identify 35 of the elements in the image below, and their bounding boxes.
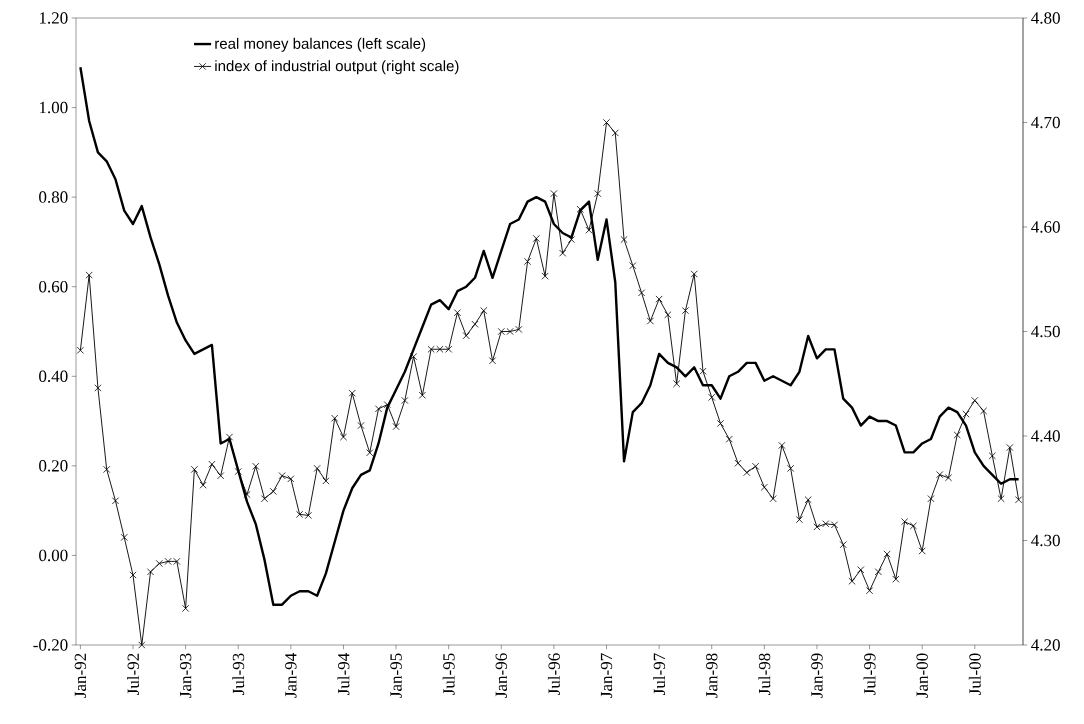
y2-tick-label: 4.80 xyxy=(1031,12,1060,24)
x-tick-label: Jan-95 xyxy=(390,653,402,698)
x-tick-label: Jul-94 xyxy=(337,653,350,695)
y-tick-label: 1.00 xyxy=(39,101,68,114)
y-tick-label: 0.00 xyxy=(39,549,68,562)
x-tick-label: Jul-99 xyxy=(863,653,876,695)
x-tick-label: Jan-98 xyxy=(705,653,718,698)
legend-label: real money balances (left scale) xyxy=(215,37,426,52)
y-tick-label: 0.80 xyxy=(39,191,68,203)
y-tick-label: 0.60 xyxy=(39,280,68,293)
x-tick-label: Jan-96 xyxy=(495,653,507,698)
x-tick-label: Jan-00 xyxy=(916,653,928,698)
y2-tick-label: 4.30 xyxy=(1031,534,1060,547)
y2-tick-label: 4.20 xyxy=(1031,639,1060,651)
x-tick-label: Jan-99 xyxy=(811,653,823,698)
x-tick-label: Jan-94 xyxy=(285,653,297,698)
x-tick-label: Jul-92 xyxy=(127,653,139,695)
y2-tick-label: 4.50 xyxy=(1031,325,1060,338)
legend-label: index of industrial output (right scale) xyxy=(215,60,459,75)
x-tick-label: Jan-93 xyxy=(179,653,192,698)
y2-tick-label: 4.40 xyxy=(1031,430,1060,442)
x-tick-label: Jan-97 xyxy=(600,653,613,698)
y-tick-label: 1.20 xyxy=(39,12,68,24)
x-tick-label: Jul-95 xyxy=(442,653,455,695)
y-tick-label: 0.20 xyxy=(39,460,68,472)
x-tick-label: Jul-97 xyxy=(653,653,666,695)
y2-tick-label: 4.70 xyxy=(1031,116,1060,129)
x-tick-label: Jul-93 xyxy=(232,653,245,695)
x-tick-label: Jul-98 xyxy=(758,653,771,695)
y-tick-label: 0.40 xyxy=(39,370,68,383)
x-tick-label: Jul-96 xyxy=(547,653,560,695)
x-tick-label: Jan-92 xyxy=(74,653,87,698)
y-tick-label: -0.20 xyxy=(33,639,68,651)
x-tick-label: Jul-00 xyxy=(968,653,981,695)
y2-tick-label: 4.60 xyxy=(1031,221,1060,233)
